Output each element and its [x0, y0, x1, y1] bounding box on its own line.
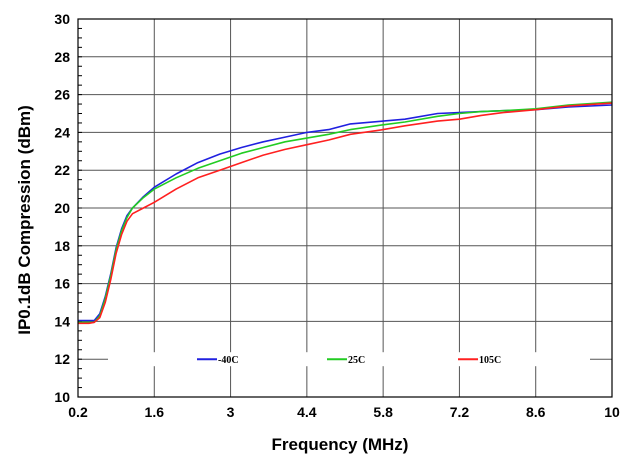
y-tick-label: 10 — [54, 389, 70, 405]
y-axis-label: IP0.1dB Compression (dBm) — [15, 105, 34, 335]
y-tick-label: 12 — [54, 351, 70, 367]
series-line-105C — [78, 102, 613, 325]
series-lines — [78, 101, 613, 325]
legend-label--40C: -40C — [218, 355, 239, 366]
x-axis-label: Frequency (MHz) — [272, 435, 409, 454]
grid — [77, 18, 613, 398]
legend-background — [108, 352, 590, 367]
x-tick-label: 3 — [227, 404, 235, 420]
x-tick-label: 10 — [604, 404, 620, 420]
y-tick-label: 30 — [54, 11, 70, 27]
series-line-25C — [78, 101, 613, 324]
y-tick-label: 20 — [54, 200, 70, 216]
y-tick-label: 24 — [54, 124, 70, 140]
x-tick-label: 7.2 — [450, 404, 470, 420]
x-tick-labels: 0.2 1.6 3 4.4 5.8 7.2 8.6 10 — [68, 404, 620, 420]
x-tick-label: 4.4 — [297, 404, 317, 420]
y-tick-label: 26 — [54, 87, 70, 103]
x-tick-label: 1.6 — [145, 404, 165, 420]
y-tick-label: 22 — [54, 162, 70, 178]
legend-label-105C: 105C — [479, 355, 501, 366]
legend-label-25C: 25C — [348, 355, 365, 366]
y-tick-label: 14 — [54, 313, 70, 329]
x-tick-label: 5.8 — [373, 404, 393, 420]
y-tick-label: 28 — [54, 49, 70, 65]
series-line--40C — [78, 104, 613, 322]
y-tick-label: 16 — [54, 276, 70, 292]
y-tick-label: 18 — [54, 238, 70, 254]
x-tick-label: 8.6 — [526, 404, 546, 420]
legend: -40C 25C 105C — [108, 352, 590, 367]
y-tick-labels: 10 12 14 16 18 20 22 24 26 28 30 — [54, 11, 70, 405]
plot-frame — [77, 18, 613, 398]
x-tick-label: 0.2 — [68, 404, 88, 420]
